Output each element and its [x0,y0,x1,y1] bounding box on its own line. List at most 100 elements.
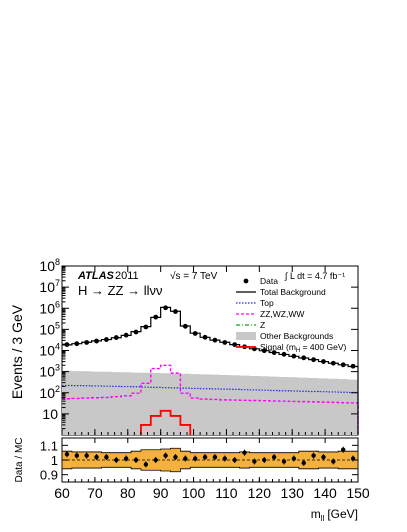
y-tick-label: 108 [39,257,60,274]
x-axis-label-main: m [311,507,321,521]
data-point [84,340,90,345]
data-point [271,350,277,355]
x-tick-label: 120 [248,485,272,501]
y-tick-label-exponent: 7 [55,278,60,288]
ratio-point [222,456,227,461]
x-tick-label: 150 [346,485,370,501]
x-tick-label: 60 [54,485,70,501]
ratio-y-tick-label: 1 [51,453,58,468]
legend-label-text: Data [260,276,278,286]
ratio-y-tick-label: 1.1 [40,438,58,453]
ratio-point [291,456,297,461]
data-point [330,360,336,366]
experiment-label: ATLAS [77,270,115,282]
data-point [232,342,238,348]
ratio-point [94,454,99,460]
ratio-point [183,456,188,461]
ratio-y-tick-label: 0.9 [40,468,58,483]
data-point [340,362,346,368]
data-point [212,337,218,343]
ratio-point [153,457,158,463]
ratio-point [271,454,277,460]
ratio-point [193,456,198,461]
legend-label-sub: H [296,348,300,354]
y-tick-label: 102 [39,384,60,401]
series-top-line [62,384,359,435]
y-tick-label: 10 [42,406,58,422]
y-tick-label: 105 [39,320,60,337]
x-axis-label-unit: [GeV] [327,507,358,521]
y-tick-label-base: 10 [39,321,55,337]
x-axis-label-sub: ll [321,514,325,523]
x-tick-label: 90 [153,485,169,501]
data-point [143,324,149,330]
ratio-point [341,447,346,452]
ratio-point [212,454,218,460]
ratio-point [331,459,336,464]
data-point [104,337,109,342]
data-point [350,363,356,369]
legend-label-text: Signal (m [260,342,296,352]
legend-label: Signal (mH = 400 GeV) [260,342,346,354]
legend-label: Total Background [260,287,326,297]
legend-label: ZZ,WZ,WW [260,309,304,319]
series-signal-line [140,409,192,435]
data-point [321,359,326,364]
ratio-point [301,460,306,466]
y-tick-label-base: 10 [39,343,55,359]
data-point [311,357,316,363]
x-tick-label: 80 [120,485,136,501]
y-tick-label-base: 10 [39,364,55,380]
y-tick-label-exponent: 3 [55,363,60,373]
y-tick-label-base: 10 [39,385,55,401]
y-tick-label-base: 10 [42,406,58,422]
y-tick-label-exponent: 8 [55,257,60,267]
data-point [173,309,178,314]
x-tick-label: 110 [215,485,238,501]
energy-label: √s = 7 TeV [170,270,218,282]
ratio-point [232,457,237,463]
ratio-point [202,454,208,460]
ratio-point [123,456,129,461]
legend-label: Top [260,298,274,308]
data-point [64,342,70,348]
legend-label-text: Total Background [260,287,326,297]
y-tick-label: 103 [39,363,60,380]
data-point [163,305,169,311]
legend-label-text: Other Backgrounds [260,331,333,341]
data-point [123,332,129,338]
legend-label: Other Backgrounds [260,331,333,341]
y-tick-label-base: 10 [39,300,55,316]
data-point [192,331,198,336]
series-zz-wz-ww-line [62,364,359,435]
data-point [94,338,99,344]
y-tick-label-base: 10 [39,258,55,274]
y-tick-label: 107 [39,278,60,295]
data-point [74,341,80,347]
legend-swatch-other [236,332,256,340]
ratio-point [163,453,168,458]
ratio-plot-panel: 60 70 80 90 100 110 120 130 140 150 0.911.1 [40,437,370,501]
data-point [261,348,267,354]
ratio-point [252,459,257,464]
x-tick-label: 130 [281,485,305,501]
legend-label-text: Z [260,320,265,330]
ratio-y-axis-label: Data / MC [14,437,25,482]
ratio-point [242,450,247,455]
legend-label-tail: = 400 GeV) [300,342,346,352]
ratio-point [262,457,267,463]
y-tick-label-exponent: 4 [55,342,60,352]
legend-label: Data [260,276,278,286]
series-total-background-line [62,306,359,435]
x-tick-label: 70 [87,485,103,501]
y-tick-label: 106 [39,299,60,316]
ratio-point [281,459,287,464]
x-tick-label: 140 [313,485,337,501]
lumi-label: ∫ L dt = 4.7 fb⁻¹ [284,271,345,281]
ratio-point [321,454,326,460]
ratio-point [173,454,178,460]
data-point [222,340,228,345]
